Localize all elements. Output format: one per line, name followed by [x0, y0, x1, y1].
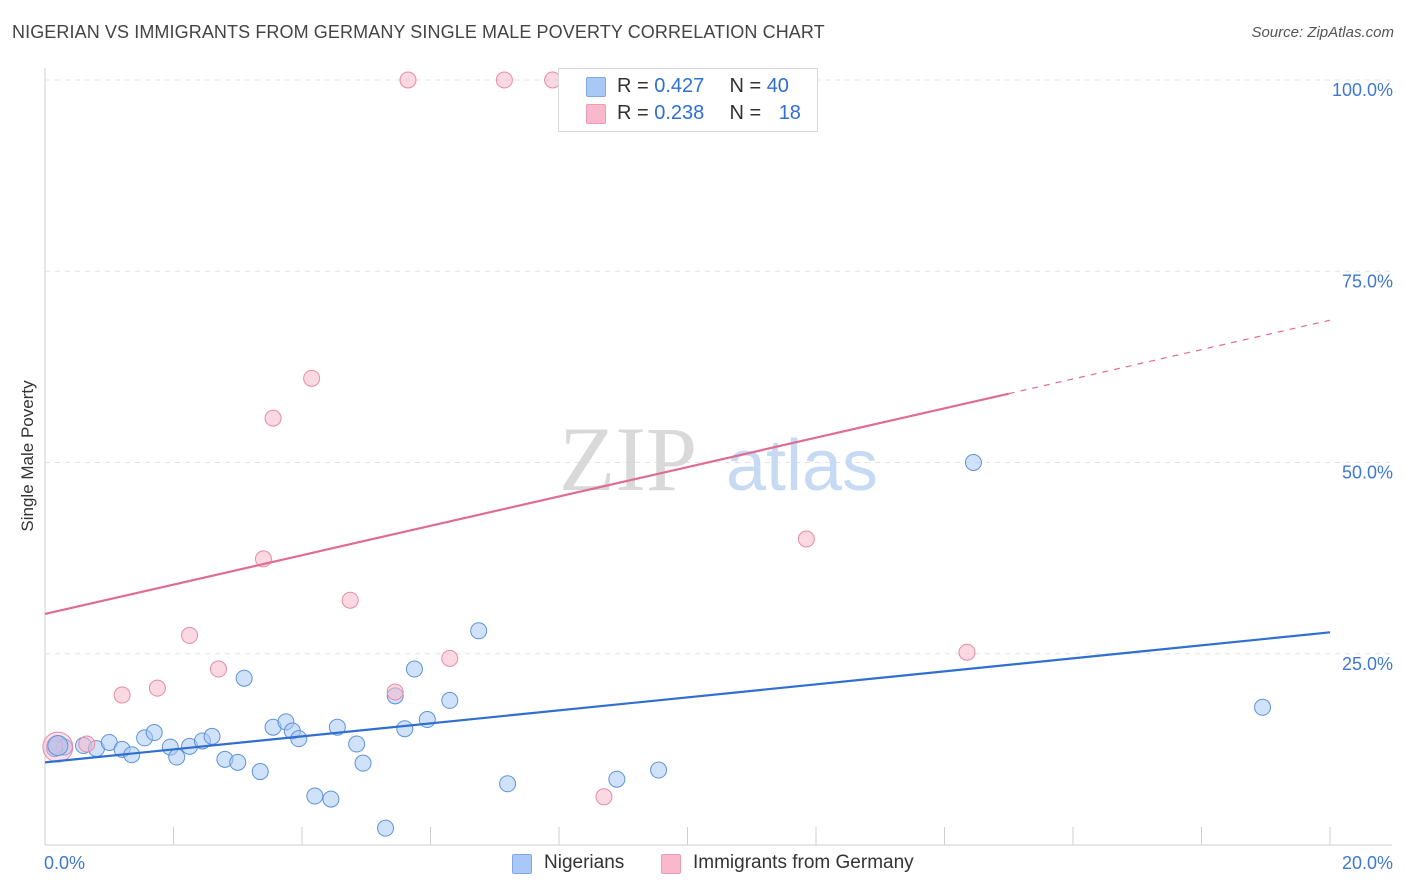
legend-swatch-nigerians: [512, 854, 532, 874]
tick-labels: 100.0% 75.0% 50.0% 25.0% 0.0% 20.0%: [44, 80, 1393, 873]
point-germany: [341, 591, 359, 609]
point-germany: [209, 660, 227, 678]
legend-label-germany: Immigrants from Germany: [693, 852, 914, 873]
point-nigerians: [328, 718, 346, 736]
y-tick-label: 25.0%: [1342, 654, 1393, 674]
point-nigerians: [235, 669, 253, 687]
point-nigerians: [168, 748, 186, 766]
point-nigerians: [306, 787, 324, 805]
stats-swatch-germany: [586, 104, 606, 124]
trend-line-germany-extension: [1008, 319, 1331, 395]
point-nigerians: [251, 763, 269, 781]
r-value: 0.238: [654, 102, 705, 124]
trend-line-germany: [44, 392, 1009, 616]
y-tick-label: 100.0%: [1332, 80, 1393, 100]
r-value: 0.427: [654, 75, 705, 97]
point-germany: [264, 409, 282, 427]
n-value: 18: [778, 102, 801, 124]
point-germany: [181, 626, 199, 644]
point-nigerians: [499, 775, 517, 793]
point-germany: [399, 71, 417, 89]
point-nigerians: [964, 454, 982, 471]
point-nigerians: [650, 761, 668, 779]
chart-title: NIGERIAN VS IMMIGRANTS FROM GERMANY SING…: [12, 22, 825, 42]
point-germany: [595, 788, 613, 806]
r-label: R =: [617, 75, 655, 97]
trend-lines: [44, 319, 1331, 764]
point-germany: [113, 686, 131, 704]
point-germany: [495, 71, 513, 89]
point-germany: [386, 683, 404, 701]
point-nigerians: [203, 727, 221, 745]
point-nigerians: [322, 790, 340, 808]
stats-box: R = 0.427 N = 40 R = 0.238 N = 18: [558, 68, 818, 132]
axes: [44, 68, 1392, 846]
n-value: 40: [766, 75, 789, 97]
watermark-zip: ZIP: [559, 408, 697, 510]
point-germany: [303, 369, 321, 387]
stats-row-nigerians: R = 0.427 N = 40: [617, 75, 789, 98]
n-label: N =: [729, 102, 767, 124]
point-nigerians: [377, 819, 395, 837]
point-nigerians: [396, 720, 414, 738]
point-nigerians: [441, 691, 459, 709]
n-label: N =: [729, 75, 767, 97]
point-nigerians: [1254, 698, 1272, 716]
legend-label-nigerians: Nigerians: [544, 852, 625, 873]
point-nigerians: [608, 770, 626, 788]
legend-swatch-germany: [661, 854, 681, 874]
point-germany: [148, 679, 166, 697]
point-germany: [441, 649, 459, 667]
point-germany: [958, 643, 976, 661]
point-nigerians: [348, 735, 366, 753]
point-germany: [78, 735, 96, 753]
point-nigerians: [354, 754, 372, 772]
source-label: Source: ZipAtlas.com: [1251, 24, 1394, 41]
watermark-atlas: atlas: [726, 426, 878, 506]
r-label: R =: [617, 102, 655, 124]
point-nigerians: [229, 753, 247, 771]
x-tick-label: 20.0%: [1342, 853, 1393, 873]
point-nigerians: [145, 724, 163, 742]
trend-line-nigerians: [44, 631, 1331, 764]
point-nigerians: [290, 730, 308, 748]
y-tick-label: 75.0%: [1342, 271, 1393, 291]
y-tick-label: 50.0%: [1342, 463, 1393, 483]
stats-row-germany: R = 0.238 N = 18: [617, 102, 801, 125]
point-nigerians: [405, 660, 423, 678]
point-nigerians: [470, 622, 488, 640]
watermark: ZIP atlas: [559, 408, 878, 510]
stats-swatch-nigerians: [586, 77, 606, 97]
point-cluster-nigerians: [47, 735, 69, 757]
data-points: [42, 71, 1272, 837]
x-tick-label: 0.0%: [44, 853, 85, 873]
point-germany: [797, 530, 815, 548]
